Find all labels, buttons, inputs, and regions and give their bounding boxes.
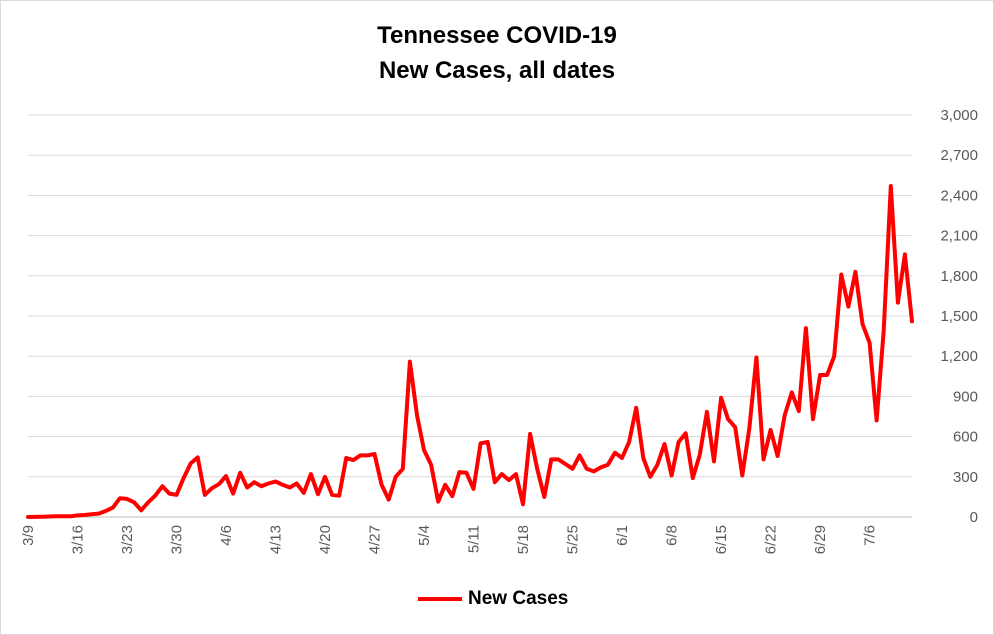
y-tick-label: 0 [970, 509, 978, 526]
y-tick-label: 1,500 [940, 308, 978, 325]
x-tick-label: 4/27 [367, 525, 384, 554]
y-tick-label: 600 [953, 429, 978, 446]
y-tick-label: 2,100 [940, 228, 978, 245]
x-tick-label: 4/20 [317, 525, 334, 554]
x-tick-label: 6/22 [763, 525, 780, 554]
y-tick-label: 3,000 [940, 107, 978, 124]
x-tick-label: 6/15 [713, 525, 730, 554]
y-tick-label: 300 [953, 469, 978, 486]
series-line-new-cases [26, 184, 914, 519]
y-tick-label: 900 [953, 388, 978, 405]
y-tick-label: 1,200 [940, 348, 978, 365]
x-tick-label: 6/1 [614, 525, 631, 546]
x-tick-label: 5/25 [565, 525, 582, 554]
legend-line-swatch [418, 597, 462, 601]
x-tick-label: 6/29 [812, 525, 829, 554]
x-tick-label: 6/8 [664, 525, 681, 546]
y-tick-label: 1,800 [940, 268, 978, 285]
x-tick-label: 5/4 [416, 525, 433, 546]
y-tick-label: 2,700 [940, 147, 978, 164]
x-tick-label: 7/6 [862, 525, 879, 546]
legend-label-new-cases: New Cases [468, 588, 569, 609]
chart-title-line2: New Cases, all dates [378, 57, 616, 84]
x-tick-label: 5/11 [466, 525, 483, 553]
legend: New Cases [418, 588, 568, 610]
x-tick-label: 3/9 [20, 525, 37, 546]
x-tick-label: 3/23 [119, 525, 136, 554]
chart-title-line1: Tennessee COVID-19 [377, 22, 617, 49]
y-tick-label: 2,400 [940, 187, 978, 204]
x-tick-label: 3/30 [169, 525, 186, 554]
x-tick-label: 3/16 [70, 525, 87, 554]
x-tick-label: 4/6 [218, 525, 235, 546]
x-tick-label: 5/18 [515, 525, 532, 554]
x-tick-label: 4/13 [268, 525, 285, 554]
